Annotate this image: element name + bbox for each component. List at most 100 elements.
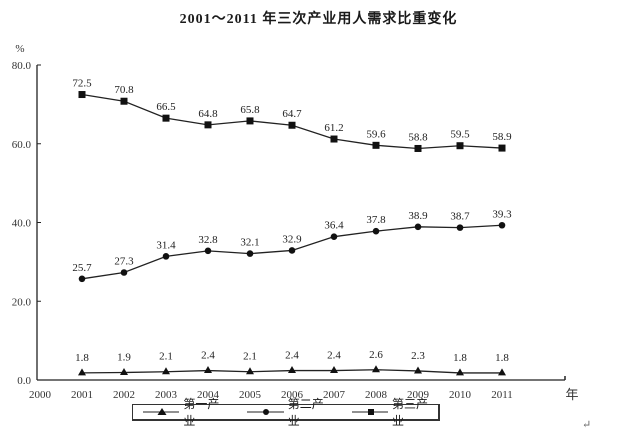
- x-tick-label: 2010: [449, 389, 472, 401]
- data-point: [246, 367, 254, 375]
- data-point: [288, 121, 296, 129]
- data-label: 2.1: [243, 351, 257, 363]
- data-label: 1.8: [453, 352, 467, 364]
- series-layer: 1.8 1.9 2.1 2.4 2.1 2.4 2.4 2.6 2.3 1.8 1.8 25.7 27.…: [72, 78, 512, 376]
- data-label: 58.9: [492, 131, 512, 143]
- data-point: [120, 368, 128, 376]
- y-tick-label: 60.0: [12, 139, 32, 151]
- series-2: 25.7 27.3 31.4 32.8 32.1 32.9 36.4 37.8 38.9 38.7…: [72, 208, 512, 283]
- x-tick-label: 2001: [71, 389, 93, 401]
- data-label: 38.9: [408, 210, 428, 222]
- data-label: 2.4: [285, 350, 299, 362]
- x-tick-label: 2006: [281, 389, 304, 401]
- chart-title: 2001～2011 年三次产业用人需求比重变化: [179, 12, 458, 27]
- data-label: 66.5: [156, 101, 176, 113]
- data-label: 72.5: [72, 78, 92, 90]
- data-label: 2.4: [201, 350, 215, 362]
- data-point: [120, 269, 128, 276]
- data-point: [414, 366, 422, 374]
- data-label: 64.8: [198, 108, 218, 120]
- legend-item-tertiary: 第三产业: [351, 395, 438, 429]
- data-label: 2.4: [327, 350, 341, 362]
- x-tick-label: 2005: [239, 389, 262, 401]
- data-point: [372, 141, 380, 149]
- axes: 0.0 20.0 40.0 60.0 80.0% 2000 2001 2002 2003 2004…: [12, 43, 579, 402]
- triangle-marker-icon: [143, 408, 180, 415]
- data-point: [204, 121, 212, 129]
- y-tick-label: 0.0: [17, 375, 31, 387]
- data-label: 1.8: [495, 352, 509, 364]
- legend-label: 第二产业: [287, 397, 324, 428]
- x-tick-label: 2000: [29, 389, 52, 401]
- data-point: [78, 368, 86, 376]
- data-point: [456, 142, 464, 150]
- data-point: [414, 144, 422, 152]
- data-label: 65.8: [240, 104, 260, 116]
- data-label: 58.8: [408, 131, 428, 143]
- data-point: [78, 91, 86, 99]
- y-tick-label: 80.0: [12, 60, 32, 72]
- data-point: [162, 114, 170, 122]
- legend-label: 第三产业: [392, 397, 429, 428]
- data-point: [498, 221, 506, 229]
- data-label: 59.6: [366, 128, 386, 140]
- data-point: [162, 367, 170, 375]
- data-point: [246, 117, 254, 125]
- x-axis-unit: 年: [565, 387, 578, 402]
- data-point: [456, 224, 464, 231]
- data-label: 27.3: [114, 256, 134, 268]
- data-label: 39.3: [492, 208, 512, 220]
- data-label: 38.7: [450, 211, 470, 223]
- circle-marker-icon: [247, 409, 284, 415]
- data-label: 2.3: [411, 350, 425, 362]
- data-label: 1.9: [117, 352, 131, 364]
- series-3: 72.5 70.8 66.5 64.8 65.8 64.7 61.2 59.6 58.8 59.5…: [72, 78, 512, 152]
- data-label: 70.8: [114, 84, 134, 96]
- data-label: 32.8: [198, 234, 218, 246]
- data-point: [330, 366, 338, 374]
- data-label: 59.5: [450, 129, 470, 141]
- data-point: [372, 227, 380, 235]
- data-point: [246, 250, 254, 257]
- x-tick-label: 2009: [407, 389, 430, 401]
- data-label: 61.2: [324, 122, 343, 134]
- data-point: [204, 247, 212, 255]
- data-point: [414, 223, 422, 231]
- data-point: [330, 233, 338, 240]
- square-marker-icon: [351, 409, 389, 415]
- paragraph-return-mark: ↵: [582, 419, 592, 431]
- data-label: 37.8: [366, 214, 386, 226]
- data-label: 1.8: [75, 352, 89, 364]
- data-point: [204, 366, 212, 374]
- data-label: 31.4: [156, 239, 176, 251]
- data-label: 25.7: [72, 262, 92, 274]
- data-point: [498, 368, 506, 376]
- x-tick-label: 2003: [155, 389, 178, 401]
- data-point: [498, 144, 506, 152]
- data-label: 32.1: [240, 237, 259, 249]
- data-point: [330, 135, 338, 143]
- data-label: 32.9: [282, 233, 302, 245]
- legend-label: 第一产业: [183, 397, 220, 428]
- x-tick-label: 2007: [323, 389, 346, 401]
- data-point: [288, 366, 296, 374]
- legend-item-secondary: 第二产业: [247, 395, 333, 429]
- data-point: [288, 247, 296, 254]
- legend: 第一产业 第二产业 第三产业: [132, 397, 440, 428]
- y-tick-label: 40.0: [12, 218, 32, 230]
- x-tick-label: 2004: [197, 389, 220, 401]
- data-label: 64.7: [282, 108, 302, 120]
- x-tick-label: 2008: [365, 389, 388, 401]
- y-axis-unit: %: [15, 43, 24, 55]
- data-point: [372, 365, 380, 373]
- data-label: 2.6: [369, 349, 383, 361]
- data-point: [120, 97, 128, 105]
- legend-item-primary: 第一产业: [143, 395, 229, 429]
- x-tick-label: 2002: [113, 389, 135, 401]
- data-label: 2.1: [159, 351, 173, 363]
- data-point: [162, 253, 170, 260]
- data-point: [456, 368, 464, 376]
- data-point: [78, 275, 86, 283]
- series-1: 1.8 1.9 2.1 2.4 2.1 2.4 2.4 2.6 2.3 1.8 1.8: [75, 349, 509, 376]
